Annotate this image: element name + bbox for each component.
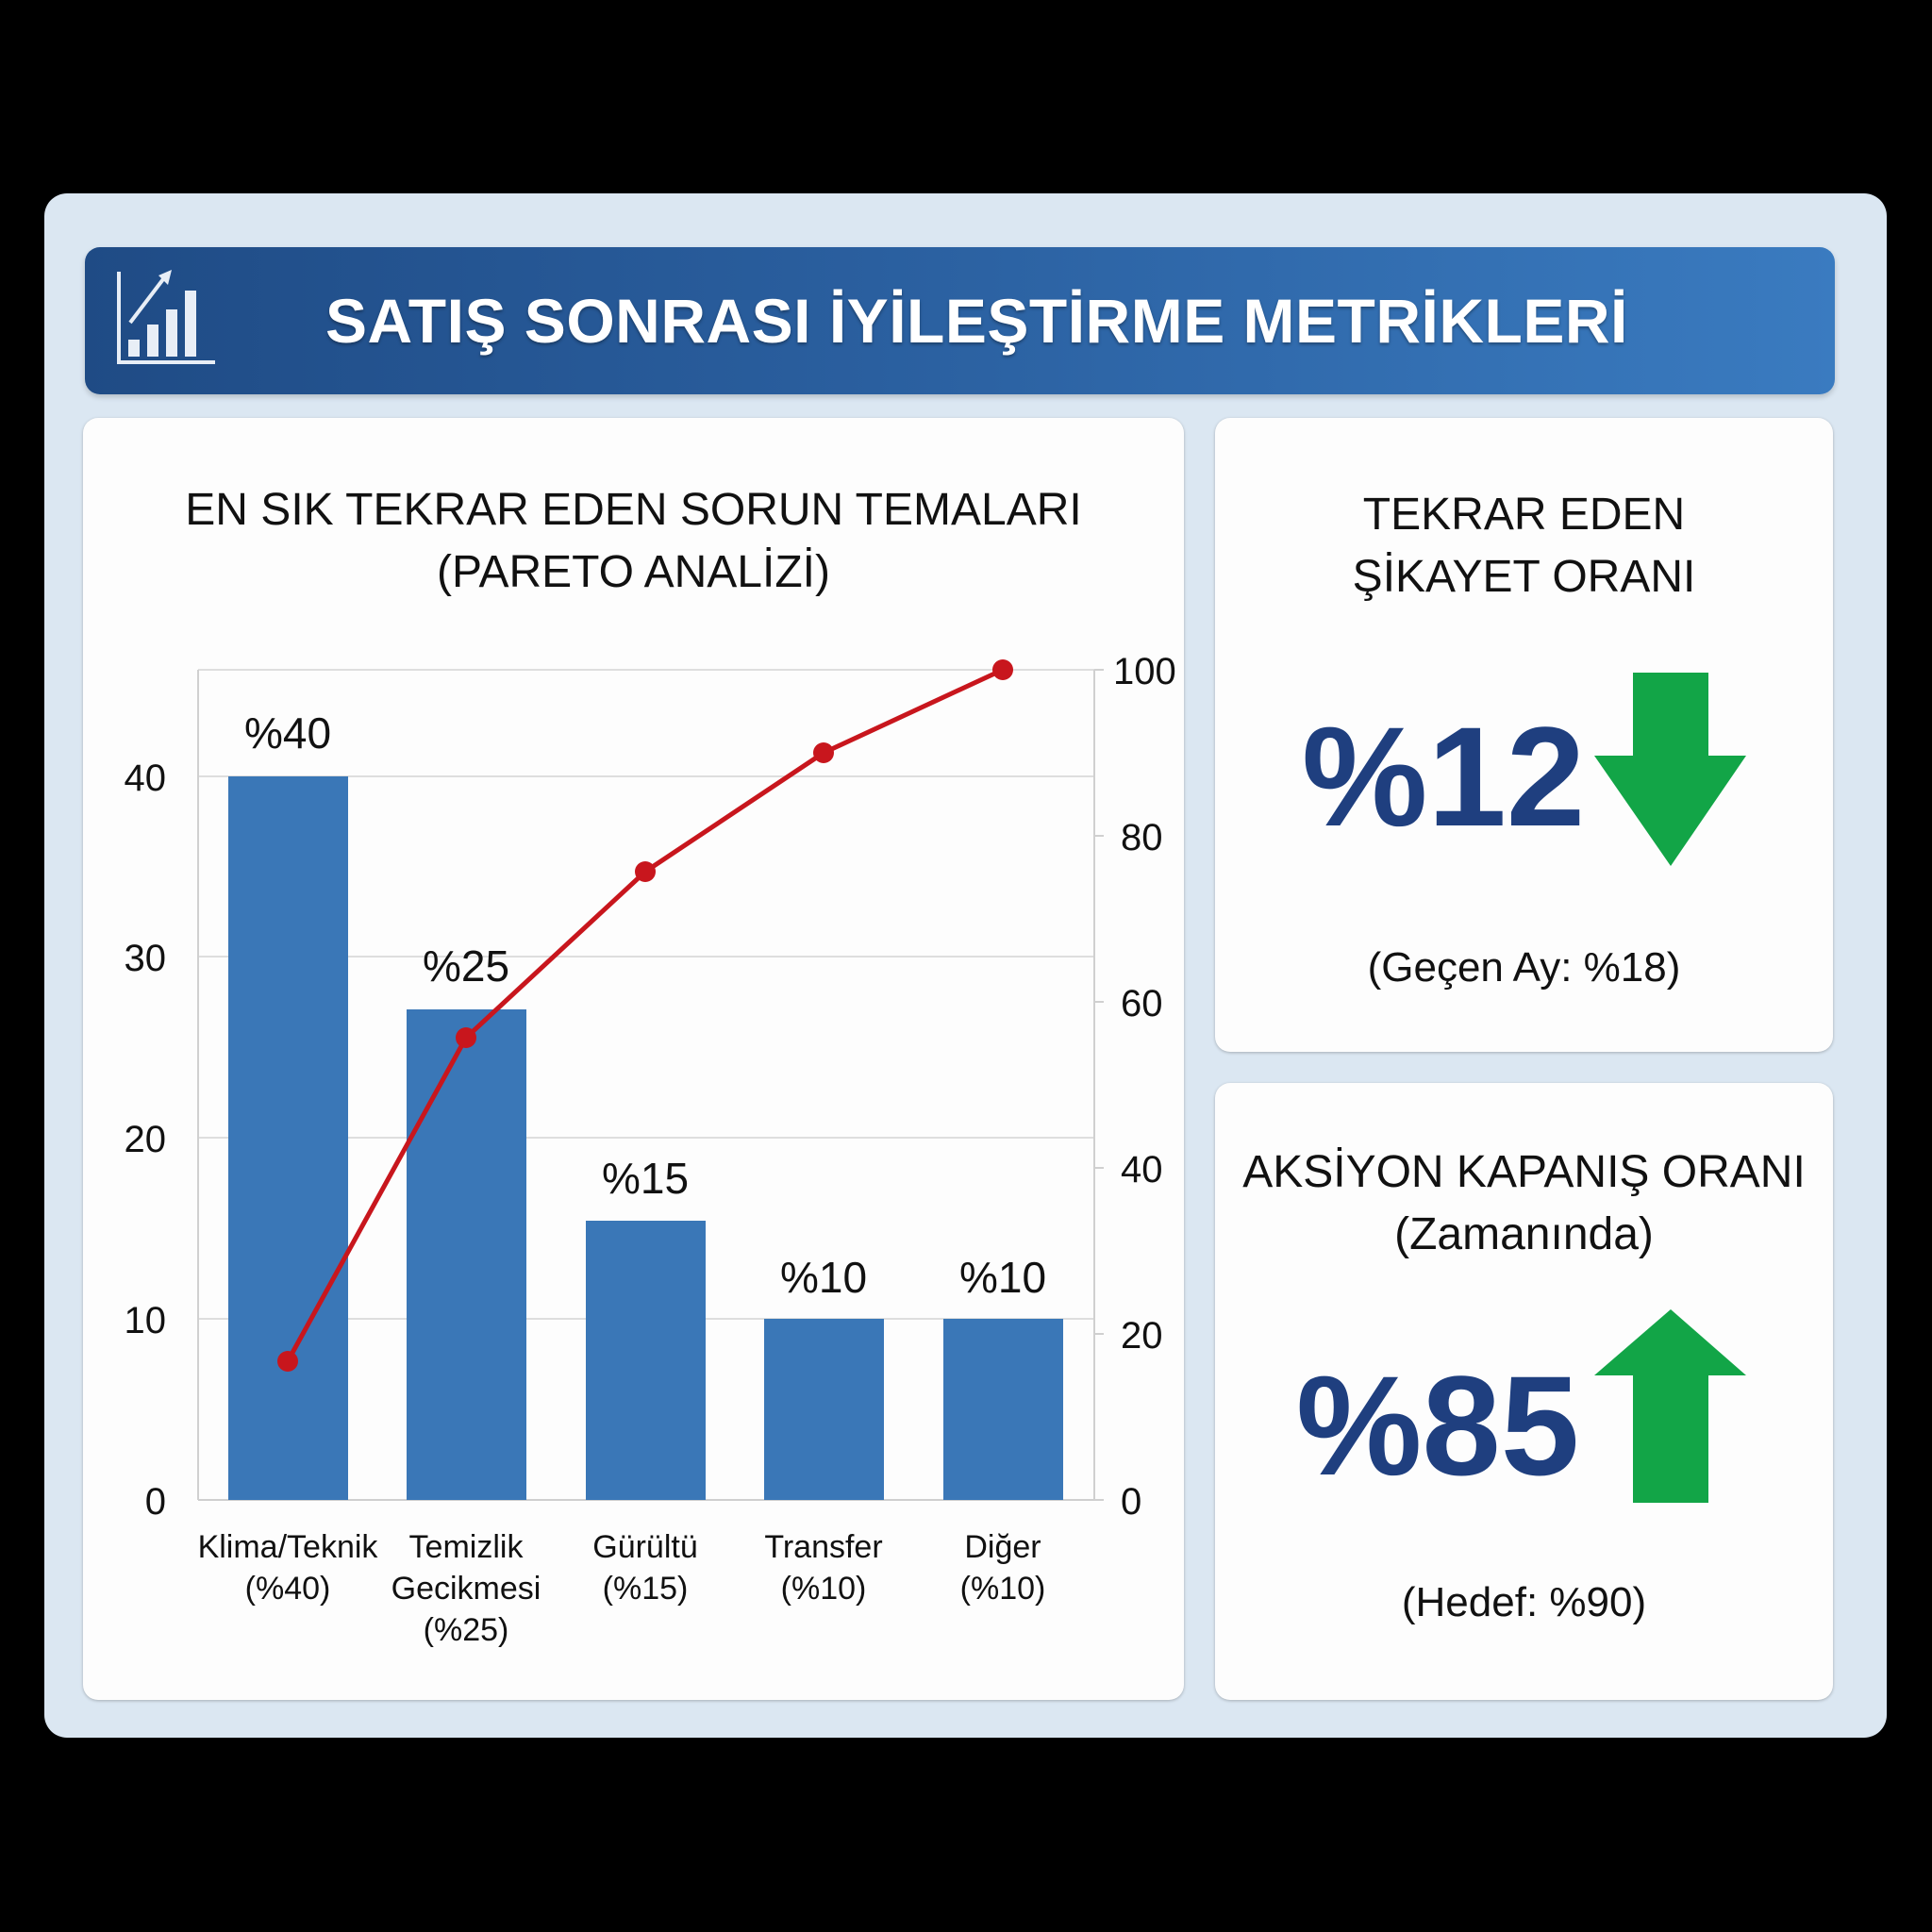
pareto-chart-card: EN SIK TEKRAR EDEN SORUN TEMALARI (PARET… (83, 418, 1184, 1700)
category-label: Temizlik (409, 1529, 525, 1565)
right-tick: 0 (1121, 1481, 1141, 1523)
right-tick: 20 (1121, 1315, 1163, 1357)
kpi-note: (Hedef: %90) (1401, 1579, 1647, 1625)
bar-klima-teknik[interactable] (228, 776, 348, 1500)
bar-label: %25 (423, 941, 509, 991)
line-point[interactable] (992, 659, 1013, 680)
cumulative-points (277, 659, 1013, 1372)
pareto-chart: %40 %25 %15 %10 %10 0 10 20 30 40 0 20 4… (125, 651, 1176, 1648)
kpi-value: %12 (1302, 697, 1586, 856)
bar-label: %10 (780, 1253, 867, 1302)
kpi-title-line2: ŞİKAYET ORANI (1352, 552, 1696, 602)
line-point[interactable] (277, 1351, 298, 1372)
bar-label: %40 (244, 708, 331, 758)
kpi-card-repeat-complaints: TEKRAR EDEN ŞİKAYET ORANI %12 (Geçen Ay:… (1215, 418, 1833, 1052)
arrow-down-icon (1594, 673, 1746, 866)
kpi-value: %85 (1296, 1346, 1580, 1505)
left-tick: 40 (125, 758, 167, 799)
right-tick: 40 (1121, 1149, 1163, 1191)
left-tick: 0 (145, 1481, 166, 1523)
category-label: Diğer (964, 1529, 1041, 1565)
category-label: (%15) (603, 1571, 689, 1607)
category-label: (%40) (245, 1571, 331, 1607)
category-label: Gürültü (592, 1529, 698, 1565)
line-point[interactable] (456, 1027, 476, 1048)
category-label: Klima/Teknik (198, 1529, 379, 1565)
kpi-title-line1: AKSİYON KAPANIŞ ORANI (1242, 1147, 1806, 1197)
kpi-card-action-closure: AKSİYON KAPANIŞ ORANI (Zamanında) %85 (H… (1215, 1083, 1833, 1700)
arrow-up-icon (1594, 1309, 1746, 1503)
category-label: (%10) (781, 1571, 867, 1607)
chart-title-line1: EN SIK TEKRAR EDEN SORUN TEMALARI (185, 485, 1082, 535)
bar-diger[interactable] (943, 1319, 1063, 1500)
bars (228, 776, 1063, 1500)
page-title: SATIŞ SONRASI İYİLEŞTİRME METRİKLERİ (325, 286, 1628, 356)
bar-gurultu[interactable] (586, 1221, 706, 1500)
line-point[interactable] (813, 742, 834, 763)
bar-temizlik-gecikmesi[interactable] (407, 1009, 526, 1500)
kpi-title-line1: TEKRAR EDEN (1362, 490, 1686, 540)
bar-transfer[interactable] (764, 1319, 884, 1500)
bar-label: %10 (959, 1253, 1046, 1302)
chart-title-line2: (PARETO ANALİZİ) (437, 547, 830, 597)
left-tick: 20 (125, 1119, 167, 1160)
right-tick: 80 (1121, 817, 1163, 858)
category-label: (%10) (960, 1571, 1046, 1607)
category-label: Transfer (764, 1529, 882, 1565)
kpi-note: (Geçen Ay: %18) (1367, 944, 1681, 991)
right-tick: 100 (1113, 651, 1176, 692)
left-tick: 10 (125, 1300, 167, 1341)
header-banner: SATIŞ SONRASI İYİLEŞTİRME METRİKLERİ (85, 247, 1835, 394)
category-label: Gecikmesi (391, 1571, 541, 1607)
category-label: (%25) (424, 1612, 509, 1648)
bar-chart-trend-icon (117, 270, 215, 364)
kpi-title-line2: (Zamanında) (1394, 1209, 1654, 1259)
bar-label: %15 (602, 1154, 689, 1203)
line-point[interactable] (635, 861, 656, 882)
left-tick: 30 (125, 938, 167, 979)
right-tick: 60 (1121, 983, 1163, 1024)
